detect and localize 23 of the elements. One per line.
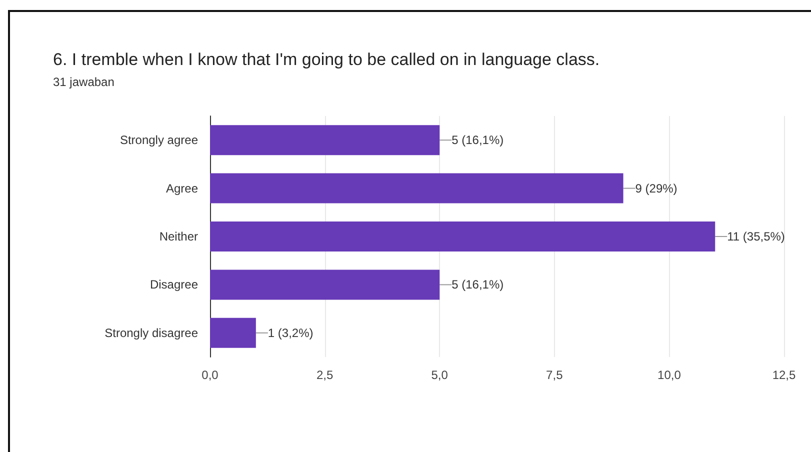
bar — [210, 270, 440, 300]
bar — [210, 222, 716, 252]
data-label: 11 (35,5%) — [727, 230, 785, 244]
x-tick-label: 2,5 — [316, 368, 334, 382]
x-tick-label: 10,0 — [658, 368, 682, 382]
y-tick-label: Disagree — [150, 278, 198, 292]
bar — [210, 318, 256, 348]
y-tick-label: Agree — [166, 181, 198, 196]
y-tick-label: Strongly disagree — [104, 326, 198, 340]
data-label: 5 (16,1%) — [452, 278, 504, 292]
data-label: 1 (3,2%) — [268, 326, 314, 340]
x-tick-label: 12,5 — [772, 368, 796, 382]
bar — [210, 125, 440, 156]
y-tick-label: Strongly agree — [120, 133, 198, 148]
x-tick-label: 0,0 — [202, 368, 219, 382]
data-label: 9 (29%) — [635, 181, 678, 196]
bar — [210, 173, 624, 204]
x-tick-label: 7,5 — [546, 368, 564, 382]
data-label: 5 (16,1%) — [452, 133, 504, 148]
y-tick-label: Neither — [159, 230, 198, 244]
chart-title: 6. I tremble when I know that I'm going to be called on in language class. — [53, 50, 600, 69]
x-tick-label: 5,0 — [431, 368, 448, 382]
text: 31 jawaban — [53, 75, 114, 89]
